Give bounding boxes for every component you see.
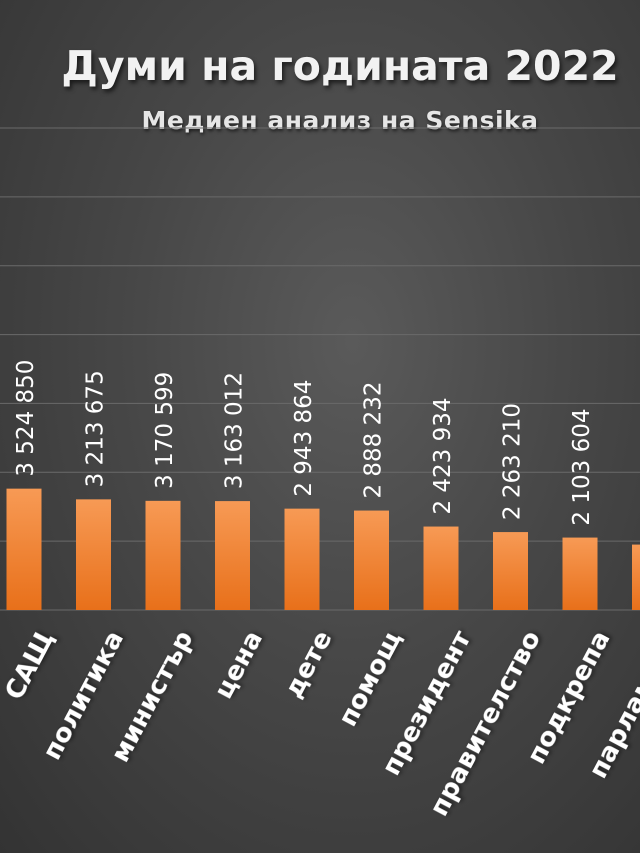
gridlines: [0, 127, 640, 611]
value-labels: 3 524 850 3 213 675 3 170 599 3 163 012 2 94…: [13, 360, 640, 533]
bar-7: [423, 526, 459, 610]
value-label: 2 423 934: [430, 397, 456, 514]
category-label: помощ: [333, 626, 408, 732]
value-label: 3 213 675: [83, 370, 109, 487]
value-label: 3 170 599: [152, 372, 178, 489]
bar-9: [562, 537, 598, 610]
bar-2: [76, 499, 111, 610]
value-label: 3 524 850: [13, 360, 39, 477]
chart-subtitle: Медиен анализ на Sensika: [141, 106, 539, 135]
category-label: САЩ: [0, 626, 60, 705]
value-label: 1 900 000: [639, 416, 640, 533]
category-label: дете: [278, 626, 338, 703]
bar-3: [145, 500, 181, 610]
bar-10: [632, 544, 640, 610]
bar-4: [215, 501, 250, 610]
bar-6: [354, 510, 389, 610]
value-label: 2 263 210: [500, 403, 526, 520]
value-label: 3 163 012: [222, 372, 248, 489]
bar-5: [284, 508, 320, 610]
chart-title: Думи на годината 2022: [61, 42, 619, 90]
value-label: 2 888 232: [361, 381, 387, 498]
bar-8: [493, 532, 528, 610]
value-label: 2 943 864: [291, 380, 317, 497]
value-label: 2 103 604: [569, 409, 595, 526]
bar-1: [6, 488, 42, 610]
category-label: цена: [208, 626, 268, 704]
bars: [6, 488, 640, 610]
